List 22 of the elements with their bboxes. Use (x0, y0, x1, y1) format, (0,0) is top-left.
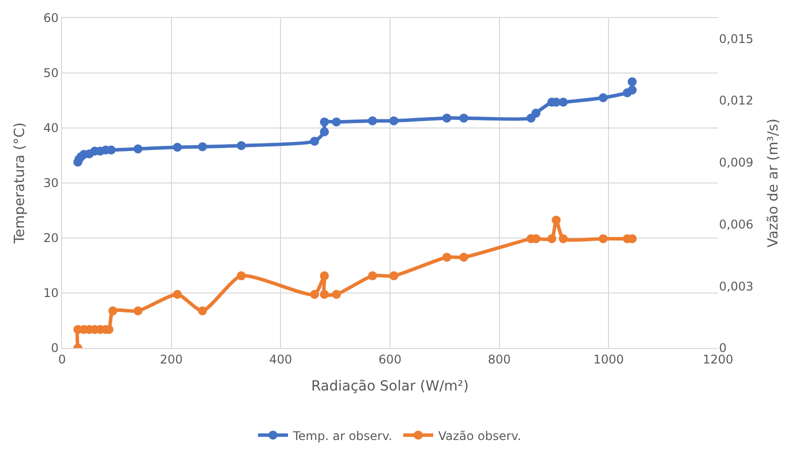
x-axis-title: Radiação Solar (W/m²) (311, 378, 469, 395)
x-tick-label: 600 (378, 352, 402, 366)
y-tick-label: 30 (43, 176, 59, 190)
y-tick-label: 0 (50, 341, 59, 356)
y-tick-label: 60 (43, 11, 59, 26)
x-tick-label: 400 (269, 352, 292, 366)
legend-label: Vazão observ. (438, 428, 522, 443)
y-axis-title: Temperatura (°C) (12, 122, 28, 245)
y2-tick-label: 0,015 (719, 32, 754, 46)
y2-tick-label: 0,009 (719, 156, 754, 170)
y2-tick-label: 0,003 (719, 279, 754, 294)
y2-tick-label: 0,006 (719, 217, 754, 232)
x-tick-label: 200 (160, 352, 183, 366)
legend-label: Temp. ar observ. (292, 428, 392, 443)
y-tick-label: 50 (43, 66, 59, 80)
y-tick-label: 40 (43, 121, 59, 136)
y-tick-label: 10 (43, 286, 59, 300)
y-tick-label: 20 (43, 231, 59, 246)
y2-axis-title: Vazão de ar (m³/s) (766, 118, 782, 248)
x-tick-label: 800 (488, 352, 511, 366)
x-tick-label: 1000 (593, 352, 624, 366)
y2-tick-label: 0,012 (719, 94, 754, 108)
